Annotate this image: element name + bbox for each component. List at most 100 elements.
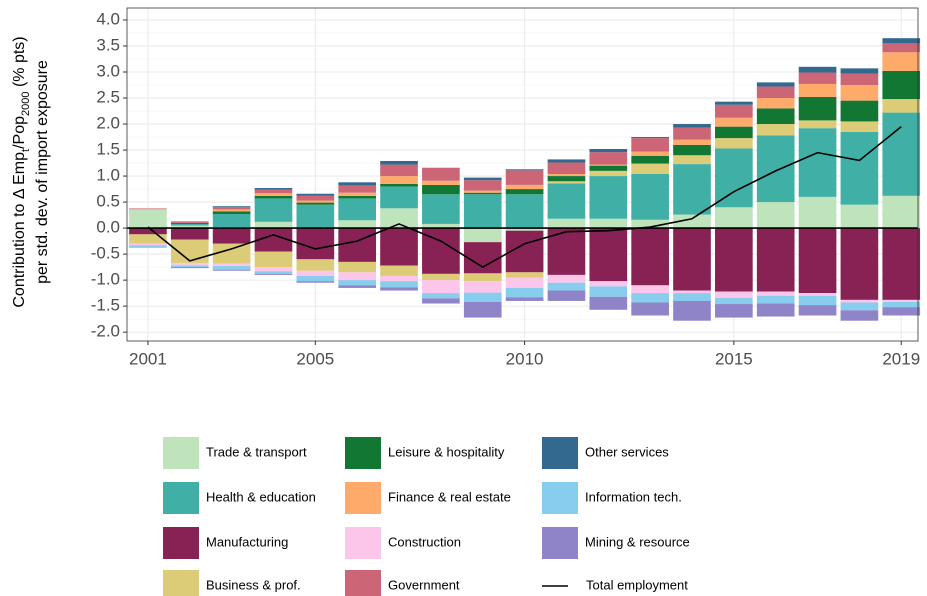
bar-segment (756, 98, 795, 109)
bar-segment (505, 169, 544, 171)
y-title-part: Contribution to Δ Emp (11, 152, 28, 308)
bar-segment (715, 291, 753, 298)
bar-segment (463, 228, 502, 243)
bar-segment (547, 183, 586, 219)
legend-key (542, 527, 578, 559)
bar-segment (840, 131, 879, 205)
bar-segment (505, 189, 544, 195)
bar-segment (715, 117, 753, 127)
bar-segment (673, 214, 711, 229)
bar-segment (170, 239, 209, 263)
bar-segment (715, 228, 753, 292)
y-tick-label: -1.0 (91, 270, 120, 289)
bar-segment (463, 177, 502, 181)
bar-segment (380, 287, 418, 291)
bar-segment (673, 139, 711, 145)
legend-key (345, 527, 381, 559)
bar-segment (756, 291, 795, 296)
bar-segment (463, 194, 502, 229)
legend-label: Information tech. (585, 489, 682, 504)
bar-segment (296, 275, 335, 282)
bar-segment (338, 228, 377, 262)
bar-segment (882, 299, 921, 302)
bar-segment (589, 281, 628, 287)
bar-segment (338, 198, 377, 221)
bar-segment (212, 228, 251, 244)
bar-segment (338, 192, 377, 196)
bar-segment (631, 137, 669, 139)
legend-key (345, 570, 381, 596)
bar-segment (380, 160, 418, 165)
bar-segment (715, 101, 753, 105)
bar-segment (673, 300, 711, 321)
bar-segment (547, 162, 586, 174)
legend-label: Leisure & hospitality (388, 444, 505, 459)
bar-segment (840, 85, 879, 101)
y-tick-label: 2.0 (96, 114, 120, 133)
y-tick-label: 4.0 (96, 9, 120, 28)
bar-segment (715, 148, 753, 208)
bar-segment (254, 188, 293, 190)
bar-segment (715, 104, 753, 118)
bar-segment (296, 281, 335, 283)
bar-segment (422, 184, 460, 195)
bar-segment (798, 305, 837, 316)
bar-segment (882, 112, 921, 196)
y-tick-label: 2.5 (96, 87, 120, 106)
bar-segment (798, 293, 837, 296)
bar-segment (882, 307, 921, 316)
bar-segment (756, 295, 795, 304)
bar-segment (840, 68, 879, 74)
bar-segment (547, 274, 586, 283)
x-tick-label: 2019 (882, 349, 920, 368)
bar-segment (756, 228, 795, 292)
bar-segment (338, 182, 377, 186)
bar-segment (338, 272, 377, 281)
bar-segment (631, 173, 669, 220)
bar-segment (338, 195, 377, 199)
bar-segment (756, 82, 795, 87)
bar-segment (254, 271, 293, 274)
legend-key (345, 482, 381, 514)
bar-segment (212, 207, 251, 210)
bar-segment (338, 280, 377, 286)
bar-segment (673, 144, 711, 156)
legend-label: Mining & resource (585, 534, 690, 549)
bar-segment (756, 202, 795, 229)
bar-segment (798, 228, 837, 294)
bar-segment (673, 290, 711, 294)
bar-segment (631, 302, 669, 316)
bar-segment (715, 297, 753, 305)
bar-segment (840, 100, 879, 122)
bar-segment (254, 221, 293, 229)
bar-segment (631, 163, 669, 174)
legend-label: Government (388, 577, 460, 592)
bar-segment (547, 176, 586, 182)
y-tick-label: 0.5 (96, 192, 120, 211)
y-axis-subtitle: per std. dev. of import exposure (34, 60, 51, 284)
legend-key (163, 570, 199, 596)
legend-key (542, 437, 578, 469)
bar-segment (798, 72, 837, 84)
bar-segment (380, 164, 418, 177)
bar-segment (212, 211, 251, 215)
bar-segment (212, 214, 251, 228)
bar-segment (296, 228, 335, 260)
bar-segment (463, 281, 502, 293)
bar-segment (756, 108, 795, 125)
bar-segment (296, 193, 335, 196)
bar-segment (631, 285, 669, 294)
bar-segment (673, 124, 711, 128)
bar-segment (338, 220, 377, 229)
bar-segment (840, 299, 879, 303)
bar-segment (212, 263, 251, 267)
bar-segment (296, 270, 335, 276)
bar-segment (296, 204, 335, 229)
y-tick-label: 1.0 (96, 166, 120, 185)
bar-segment (631, 219, 669, 229)
bar-segment (798, 128, 837, 197)
bar-segment (798, 295, 837, 306)
y-tick-label: -2.0 (91, 322, 120, 341)
bar-segment (505, 272, 544, 278)
bar-segment (589, 176, 628, 219)
